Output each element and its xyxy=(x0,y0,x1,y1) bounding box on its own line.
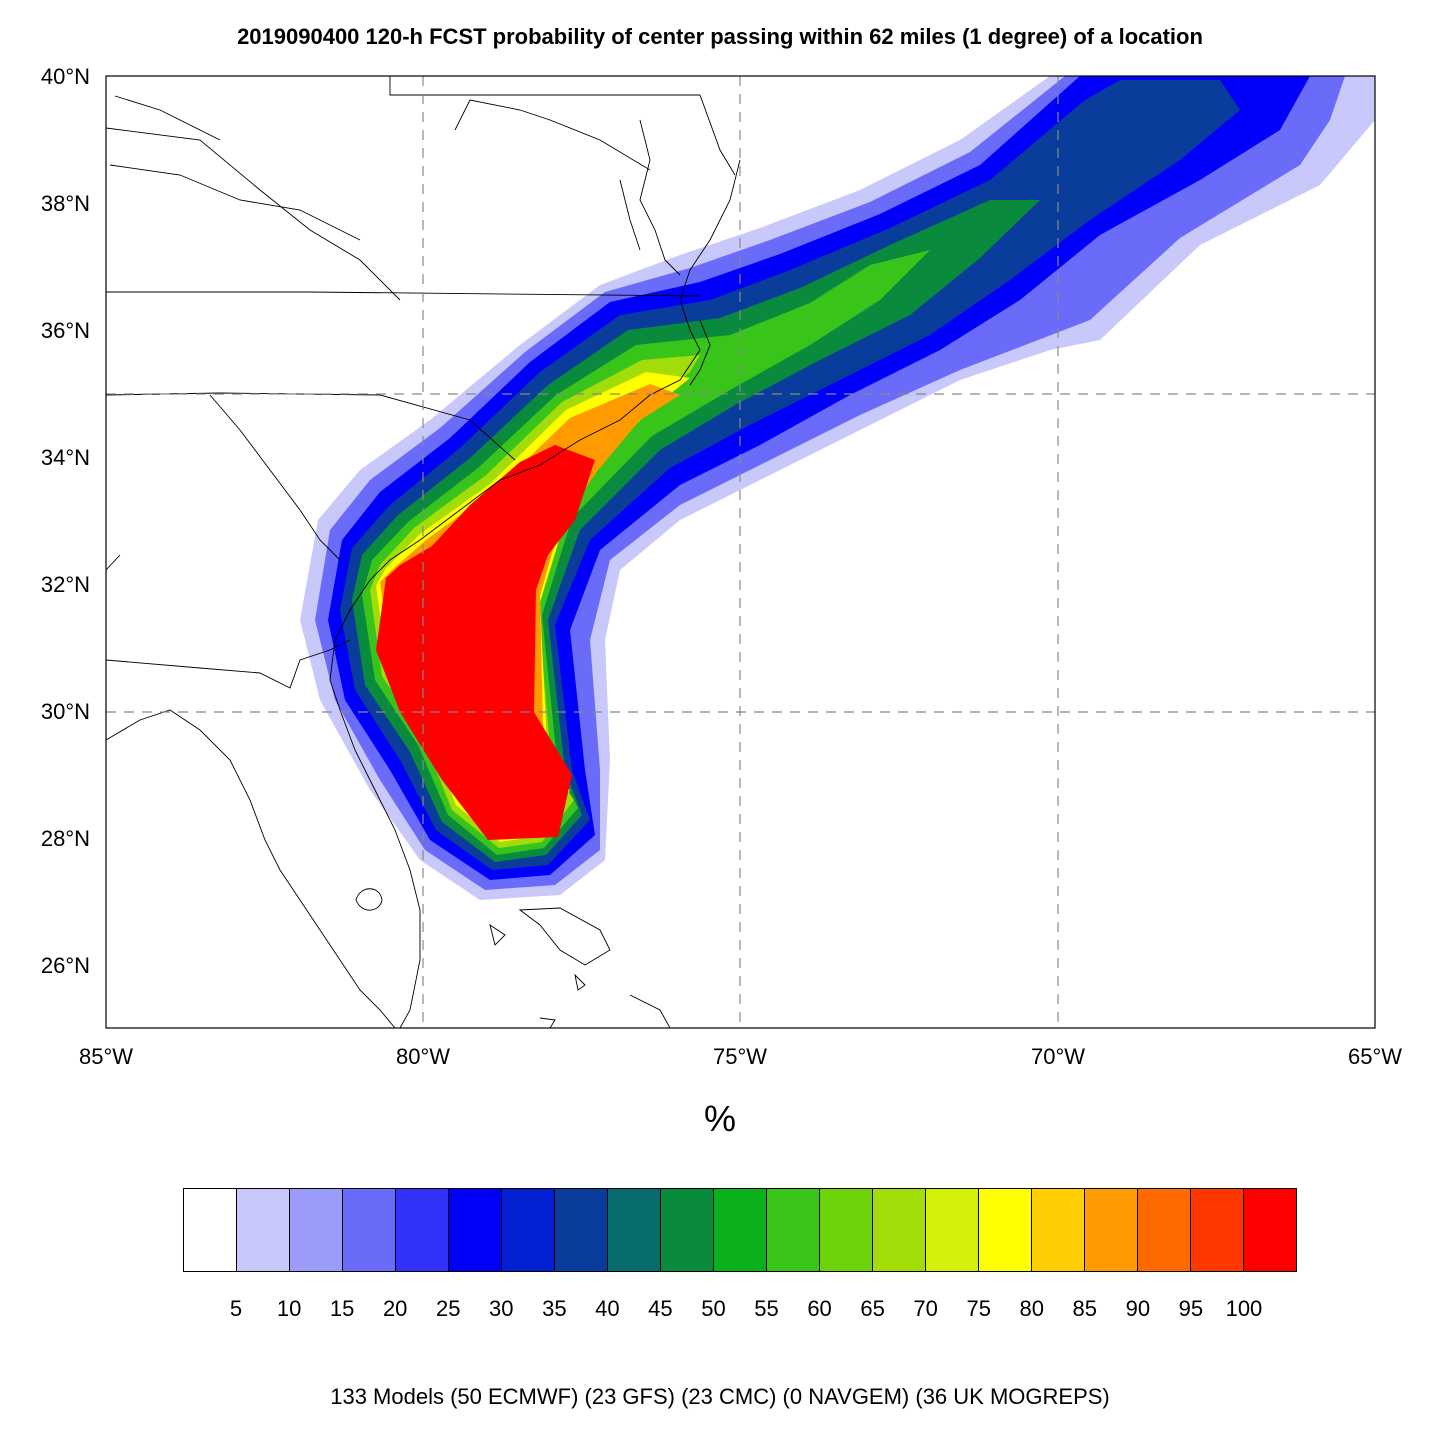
colorbar-swatch xyxy=(396,1189,449,1271)
lon-label-85w: 85°W xyxy=(78,1044,134,1069)
colorbar-swatch xyxy=(1244,1189,1296,1271)
colorbar-tick-label: 25 xyxy=(435,1296,461,1321)
colorbar-tick-label: 40 xyxy=(595,1296,620,1321)
colorbar-swatch xyxy=(714,1189,767,1271)
lat-label-32n: 32°N xyxy=(40,572,90,597)
colorbar-swatch xyxy=(502,1189,555,1271)
colorbar-tick-label: 75 xyxy=(966,1296,991,1321)
lat-label-36n: 36°N xyxy=(40,318,90,343)
colorbar-swatch xyxy=(1138,1189,1191,1271)
colorbar-swatch xyxy=(1191,1189,1244,1271)
lon-label-80w: 80°W xyxy=(395,1044,451,1069)
colorbar-tick-label: 100 xyxy=(1225,1296,1263,1321)
colorbar-swatch xyxy=(608,1189,661,1271)
colorbar xyxy=(183,1188,1297,1272)
colorbar-tick-label: 80 xyxy=(1019,1296,1044,1321)
colorbar-swatch xyxy=(555,1189,608,1271)
colorbar-swatch xyxy=(926,1189,979,1271)
colorbar-tick-label: 65 xyxy=(860,1296,885,1321)
model-count-footer: 133 Models (50 ECMWF) (23 GFS) (23 CMC) … xyxy=(330,1384,1110,1409)
map-title: 2019090400 120-h FCST probability of cen… xyxy=(237,24,1203,49)
colorbar-tick-label: 10 xyxy=(276,1296,302,1321)
graticule xyxy=(106,76,1375,1028)
colorbar-tick-label: 20 xyxy=(382,1296,408,1321)
lat-label-38n: 38°N xyxy=(40,191,90,216)
colorbar-tick-label: 5 xyxy=(229,1296,243,1321)
colorbar-swatch xyxy=(290,1189,343,1271)
colorbar-swatch xyxy=(237,1189,290,1271)
colorbar-tick-label: 45 xyxy=(648,1296,673,1321)
colorbar-tick-label: 30 xyxy=(489,1296,514,1321)
colorbar-units-label: % xyxy=(703,1098,736,1139)
colorbar-tick-label: 60 xyxy=(807,1296,832,1321)
colorbar-tick-label: 15 xyxy=(329,1296,355,1321)
lon-label-65w: 65°W xyxy=(1347,1044,1403,1069)
lat-label-34n: 34°N xyxy=(40,445,90,470)
lat-label-28n: 28°N xyxy=(40,826,90,851)
colorbar-swatch xyxy=(767,1189,820,1271)
lat-label-40n: 40°N xyxy=(40,64,90,89)
map-frame xyxy=(105,75,1376,1029)
colorbar-swatch xyxy=(979,1189,1032,1271)
probability-contours xyxy=(300,76,1375,900)
colorbar-tick-label: 85 xyxy=(1072,1296,1098,1321)
colorbar-tick-label: 95 xyxy=(1178,1296,1204,1321)
colorbar-tick-label: 55 xyxy=(754,1296,779,1321)
colorbar-swatch xyxy=(184,1189,237,1271)
colorbar-swatch xyxy=(449,1189,502,1271)
lon-label-75w: 75°W xyxy=(712,1044,768,1069)
colorbar-swatch xyxy=(820,1189,873,1271)
colorbar-swatch xyxy=(661,1189,714,1271)
lon-label-70w: 70°W xyxy=(1030,1044,1086,1069)
lat-label-30n: 30°N xyxy=(40,699,90,724)
colorbar-swatch xyxy=(873,1189,926,1271)
colorbar-swatch xyxy=(1032,1189,1085,1271)
colorbar-tick-label: 90 xyxy=(1125,1296,1151,1321)
coastlines-and-borders xyxy=(106,76,741,1028)
colorbar-tick-label: 50 xyxy=(701,1296,726,1321)
colorbar-tick-label: 35 xyxy=(542,1296,567,1321)
lat-label-26n: 26°N xyxy=(40,953,90,978)
colorbar-swatch xyxy=(1085,1189,1138,1271)
colorbar-swatch xyxy=(343,1189,396,1271)
colorbar-tick-label: 70 xyxy=(913,1296,938,1321)
